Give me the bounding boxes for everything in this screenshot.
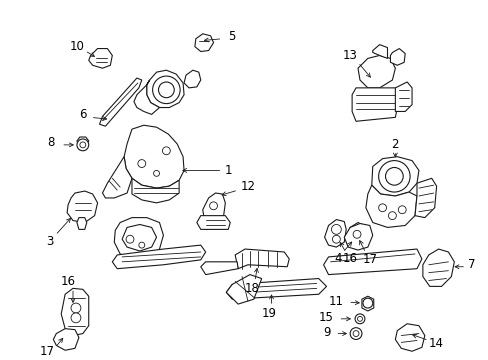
- Text: 4: 4: [334, 252, 342, 265]
- Circle shape: [152, 76, 180, 104]
- Text: 19: 19: [262, 307, 277, 320]
- Circle shape: [331, 225, 341, 234]
- Text: 2: 2: [391, 138, 398, 151]
- Polygon shape: [112, 245, 205, 269]
- Circle shape: [362, 298, 372, 308]
- Polygon shape: [346, 222, 365, 249]
- Circle shape: [354, 314, 364, 324]
- Polygon shape: [395, 324, 424, 351]
- Circle shape: [357, 316, 362, 321]
- Circle shape: [126, 235, 134, 243]
- Polygon shape: [122, 225, 156, 251]
- Text: 10: 10: [69, 40, 84, 53]
- Circle shape: [378, 204, 386, 212]
- Polygon shape: [100, 78, 142, 126]
- Polygon shape: [344, 224, 372, 250]
- Circle shape: [71, 313, 81, 323]
- Polygon shape: [372, 45, 386, 58]
- Circle shape: [385, 167, 403, 185]
- Polygon shape: [88, 49, 112, 68]
- Circle shape: [349, 328, 361, 339]
- Polygon shape: [395, 82, 411, 112]
- Polygon shape: [102, 157, 132, 198]
- Polygon shape: [323, 249, 421, 275]
- Circle shape: [138, 159, 145, 167]
- Polygon shape: [134, 80, 159, 114]
- Text: 14: 14: [428, 337, 443, 350]
- Polygon shape: [351, 88, 399, 121]
- Circle shape: [352, 230, 360, 238]
- Circle shape: [139, 242, 144, 248]
- Polygon shape: [422, 249, 453, 287]
- Polygon shape: [67, 191, 98, 222]
- Polygon shape: [235, 249, 288, 269]
- Circle shape: [352, 330, 358, 337]
- Polygon shape: [203, 193, 225, 228]
- Polygon shape: [361, 296, 373, 311]
- Text: 15: 15: [319, 311, 333, 324]
- Text: 3: 3: [46, 235, 53, 248]
- Polygon shape: [324, 220, 346, 247]
- Polygon shape: [197, 216, 230, 229]
- Circle shape: [158, 82, 174, 98]
- Circle shape: [71, 303, 81, 313]
- Circle shape: [387, 212, 396, 220]
- Text: 16: 16: [342, 252, 357, 265]
- Circle shape: [209, 202, 217, 210]
- Text: 5: 5: [228, 30, 235, 43]
- Text: 8: 8: [48, 136, 55, 149]
- Polygon shape: [226, 279, 326, 299]
- Polygon shape: [61, 288, 88, 336]
- Text: 6: 6: [79, 108, 86, 121]
- Circle shape: [162, 147, 170, 155]
- Polygon shape: [114, 217, 163, 259]
- Polygon shape: [77, 137, 88, 150]
- Circle shape: [332, 235, 340, 243]
- Text: 7: 7: [468, 258, 475, 271]
- Text: 11: 11: [328, 294, 343, 308]
- Polygon shape: [195, 34, 213, 51]
- Polygon shape: [201, 262, 238, 275]
- Circle shape: [77, 139, 88, 151]
- Polygon shape: [371, 157, 418, 196]
- Text: 17: 17: [40, 345, 55, 358]
- Polygon shape: [226, 275, 261, 304]
- Polygon shape: [357, 55, 395, 88]
- Polygon shape: [389, 49, 405, 65]
- Text: 12: 12: [240, 180, 255, 193]
- Circle shape: [153, 170, 159, 176]
- Polygon shape: [124, 125, 183, 188]
- Circle shape: [378, 161, 409, 192]
- Polygon shape: [132, 178, 179, 203]
- Circle shape: [398, 206, 406, 214]
- Polygon shape: [53, 329, 79, 350]
- Text: 1: 1: [224, 164, 232, 177]
- Polygon shape: [414, 178, 436, 217]
- Polygon shape: [183, 70, 201, 88]
- Polygon shape: [77, 217, 86, 229]
- Polygon shape: [365, 185, 416, 228]
- Polygon shape: [146, 70, 183, 108]
- Text: 17: 17: [362, 253, 377, 266]
- Text: 18: 18: [244, 282, 259, 295]
- Text: 16: 16: [61, 275, 76, 288]
- Text: 9: 9: [322, 326, 329, 339]
- Circle shape: [80, 142, 85, 148]
- Text: 13: 13: [342, 49, 357, 62]
